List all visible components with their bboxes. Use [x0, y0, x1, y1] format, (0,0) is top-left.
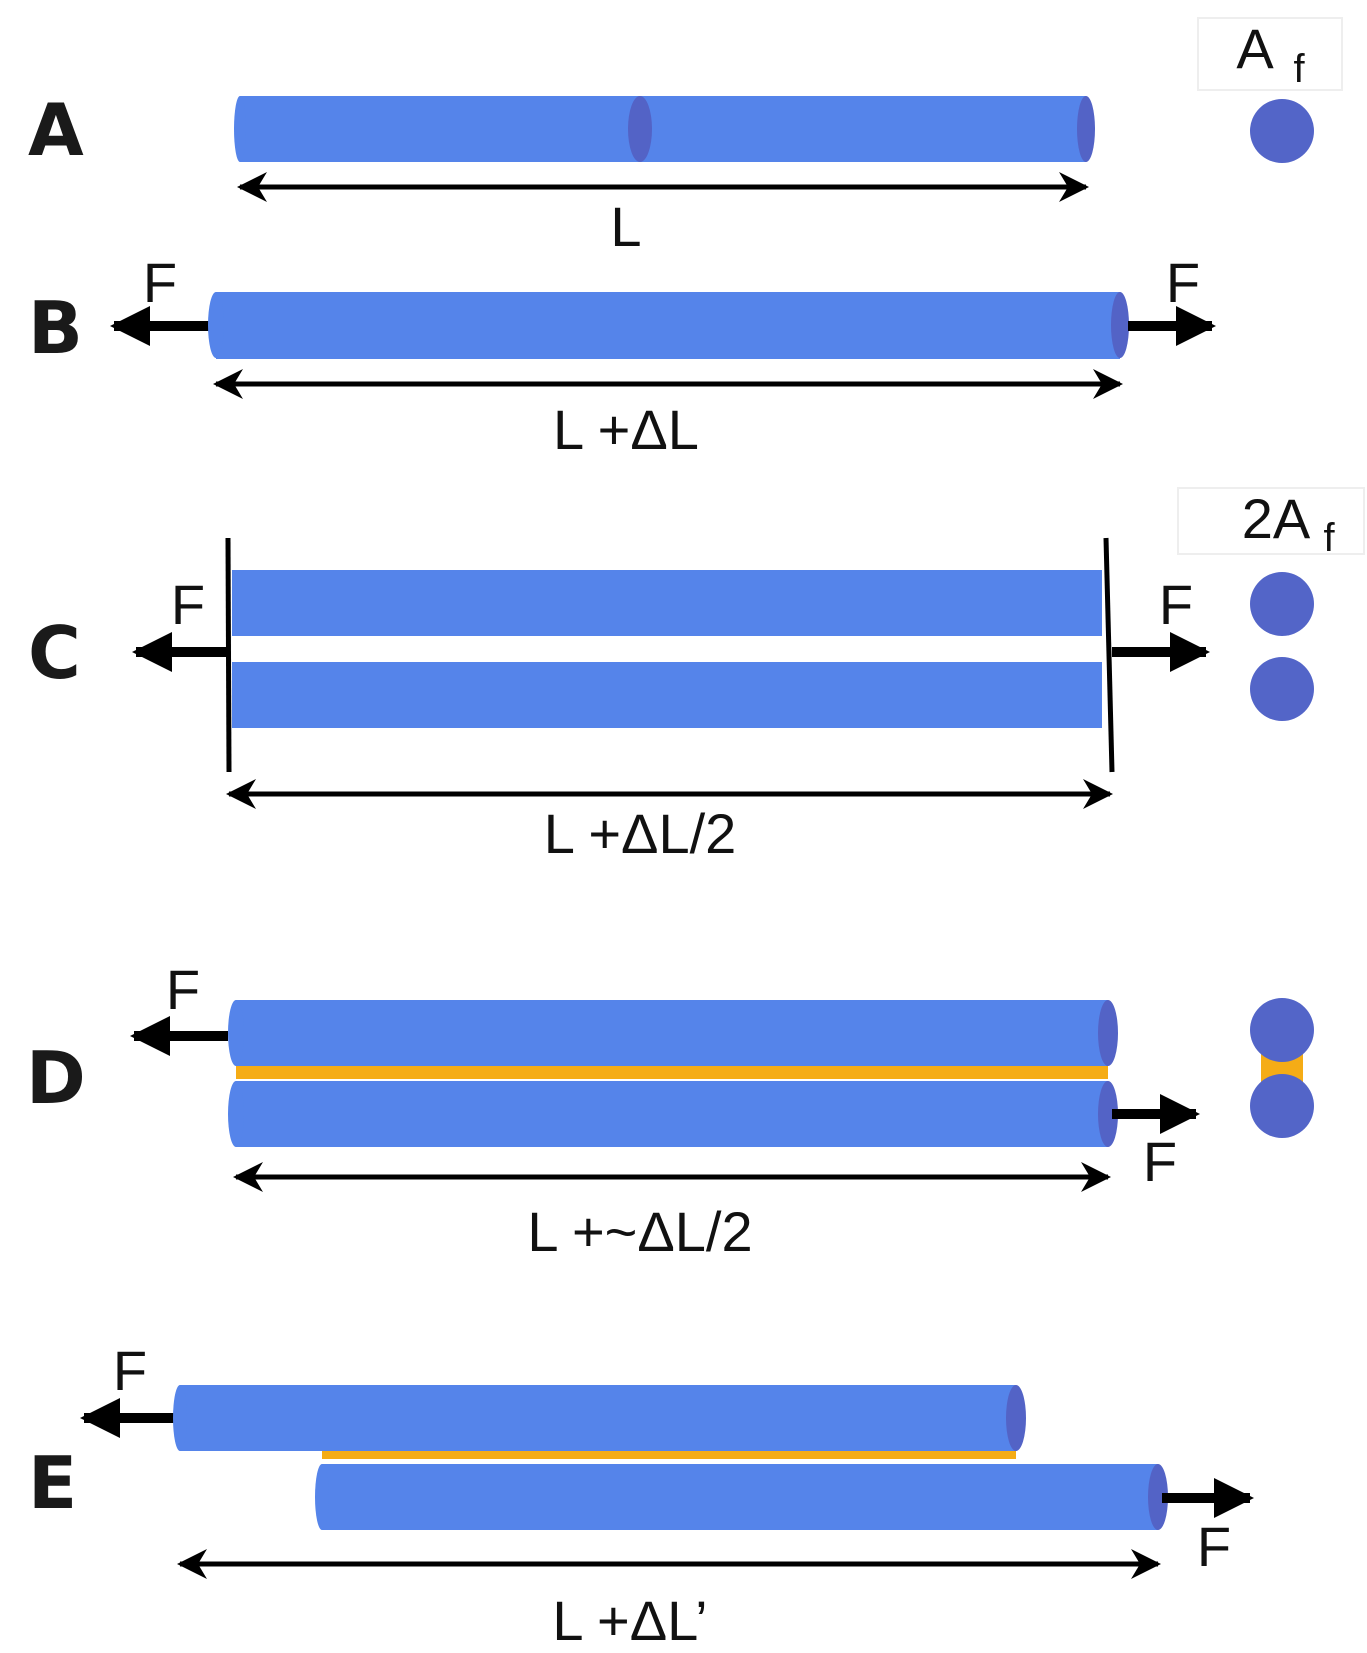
cross-section-a: [1250, 99, 1314, 163]
fiber-body: [236, 1081, 1108, 1147]
length-label-e: L +ΔL’: [552, 1589, 707, 1652]
cross-section-c-bottom: [1250, 657, 1314, 721]
fiber-right-end: [1098, 1081, 1118, 1147]
force-label-right-c: F: [1159, 573, 1193, 636]
area-subscript: f: [1323, 516, 1335, 560]
fiber-right-end: [1077, 96, 1095, 162]
fiber-left-end: [173, 1385, 187, 1451]
panel-label-b: B: [28, 286, 83, 370]
area-subscript: f: [1293, 47, 1305, 91]
force-label-left-e: F: [113, 1339, 147, 1402]
panel-e: E F F L +ΔL’: [28, 1339, 1254, 1652]
fiber-e-top: [173, 1385, 1026, 1451]
fiber-right-end: [1006, 1385, 1026, 1451]
length-label-c: L +ΔL/2: [544, 802, 737, 865]
cross-section-d-top: [1250, 998, 1314, 1062]
fiber-c-bottom: [232, 662, 1102, 728]
crosslink-d: [236, 1066, 1108, 1079]
length-label-a: L: [610, 195, 641, 258]
fiber-left-end: [315, 1464, 329, 1530]
fiber-left-end: [234, 96, 246, 162]
fiber-d-top: [228, 1000, 1118, 1066]
force-label-right-e: F: [1197, 1515, 1231, 1578]
panel-label-a: A: [28, 88, 84, 172]
area-label-box: [1197, 17, 1343, 91]
fiber-body: [240, 96, 1086, 162]
fiber-e-bottom: [315, 1464, 1168, 1530]
area-main: 2A: [1242, 487, 1311, 550]
fiber-a: [234, 96, 1095, 162]
fiber-body: [236, 1000, 1108, 1066]
panel-a: A L A f: [28, 17, 1343, 258]
fiber-left-end: [208, 292, 224, 358]
force-label-left-c: F: [171, 573, 205, 636]
length-label-d: L +~ΔL/2: [527, 1200, 752, 1263]
fiber-body: [180, 1385, 1016, 1451]
clamp-right-c: [1103, 537, 1115, 773]
force-label-right-d: F: [1143, 1130, 1177, 1193]
cross-section-d-bottom: [1250, 1074, 1314, 1138]
fiber-b: [208, 292, 1129, 359]
panel-label-e: E: [28, 1441, 77, 1525]
fiber-d-bottom: [228, 1081, 1118, 1147]
panel-label-d: D: [26, 1036, 86, 1120]
force-label-left-d: F: [166, 958, 200, 1021]
fiber-right-end: [1148, 1464, 1168, 1530]
panel-d: D F F L +~ΔL/2: [26, 958, 1314, 1263]
force-label-left-b: F: [143, 251, 177, 314]
panel-label-c: C: [28, 611, 81, 695]
fiber-right-end: [1098, 1000, 1118, 1066]
area-main: A: [1236, 17, 1274, 80]
length-label-b: L +ΔL: [553, 398, 699, 461]
force-label-right-b: F: [1166, 251, 1200, 314]
fiber-right-end: [1111, 292, 1129, 358]
fiber-c-top: [232, 570, 1102, 636]
cross-section-c-top: [1250, 572, 1314, 636]
area-label-a: A f: [1197, 17, 1343, 91]
panel-b: B F F L +ΔL: [28, 251, 1216, 461]
fiber-left-end: [228, 1081, 244, 1147]
fiber-left-end: [228, 1000, 244, 1066]
area-label-box: [1177, 487, 1365, 555]
panel-c: C F F L +ΔL/2 2A f: [28, 487, 1365, 865]
area-label-c: 2A f: [1177, 487, 1365, 560]
fiber-body: [216, 292, 1120, 359]
fiber-junction: [628, 96, 652, 162]
clamp-left-c: [225, 537, 232, 773]
fiber-body: [322, 1464, 1158, 1530]
